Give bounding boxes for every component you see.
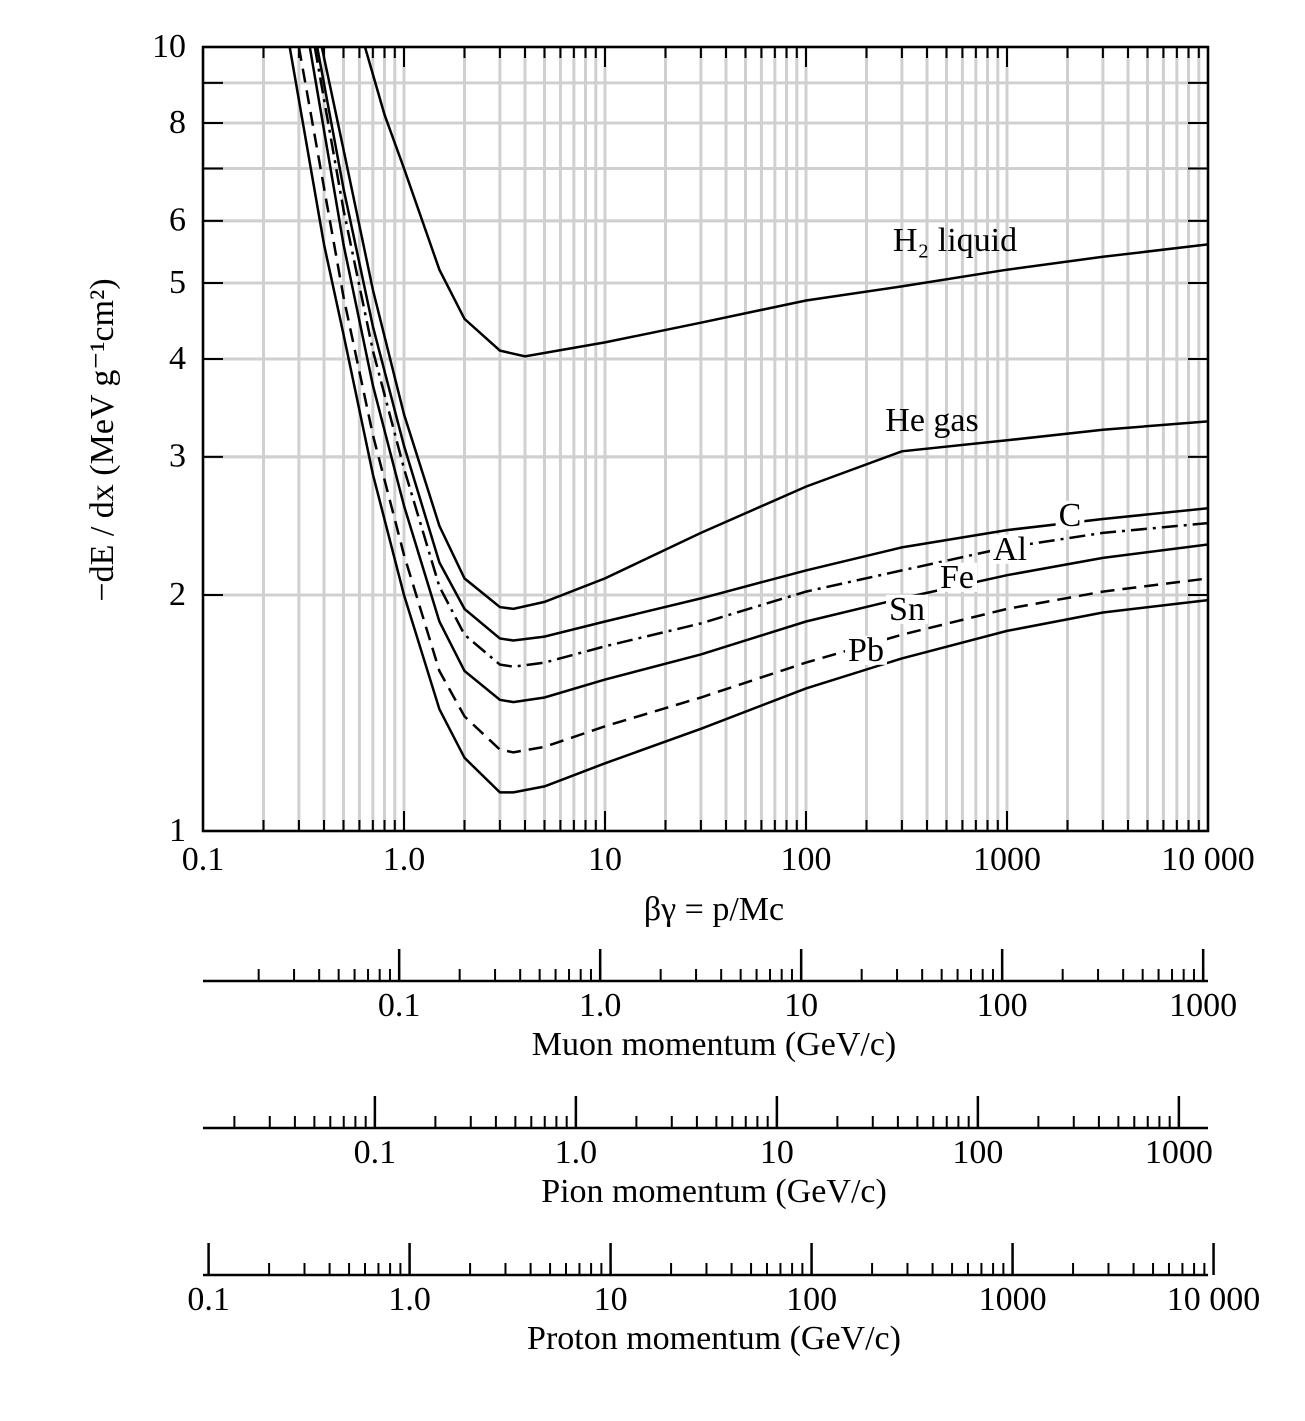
label-bg: [845, 635, 887, 665]
x-tick-label: 1000: [973, 841, 1041, 878]
label-bg: [886, 594, 928, 624]
plot-frame: [201, 45, 1210, 833]
x-tick-label: 1.0: [555, 1134, 598, 1171]
axis-title: Pion momentum (GeV/c): [541, 1173, 887, 1210]
x-tick-label: 1000: [1145, 1134, 1213, 1171]
x-tick-label: 0.1: [378, 987, 421, 1024]
curve: [315, 47, 1208, 642]
curve: [363, 47, 1208, 358]
y-tick-label: 5: [169, 264, 186, 301]
x-tick-label: 0.1: [182, 841, 225, 878]
series-label: Pb: [848, 632, 884, 669]
x-tick-label: 1000: [1169, 987, 1237, 1024]
axis-title: Proton momentum (GeV/c): [527, 1320, 901, 1357]
y-tick-label: 10: [152, 28, 186, 65]
x-tick-label: 10: [760, 1134, 794, 1171]
x-tick-label: 10: [588, 841, 622, 878]
label-bg: [990, 534, 1030, 564]
curve: [288, 47, 1208, 794]
x-tick-label: 1.0: [383, 841, 426, 878]
label-bg: [1055, 500, 1085, 530]
y-tick-label: 1: [169, 812, 186, 849]
curves: [288, 47, 1208, 794]
series-label: Sn: [889, 591, 925, 628]
x-tick-label: 1.0: [579, 987, 622, 1024]
x-tick-label: 10: [784, 987, 818, 1024]
y-tick-label: 2: [169, 576, 186, 613]
x-tick-label: 10 000: [1161, 841, 1255, 878]
curve: [320, 47, 1208, 611]
y-axis-label: −dE / dx (MeV g⁻¹cm²): [84, 278, 121, 601]
series-label: C: [1059, 497, 1082, 534]
x-tick-label: 1000: [979, 1281, 1047, 1318]
x-tick-label: 100: [977, 987, 1028, 1024]
y-tick-label: 4: [169, 340, 186, 377]
curve: [308, 47, 1208, 704]
y-tick-label: 6: [169, 202, 186, 239]
y-tick-label: 8: [169, 104, 186, 141]
x-tick-label: 1.0: [388, 1281, 431, 1318]
series-label: Fe: [940, 559, 974, 596]
x-tick-label: 0.1: [354, 1134, 397, 1171]
x-tick-label: 100: [786, 1281, 837, 1318]
curve: [313, 47, 1208, 668]
axis-title: Muon momentum (GeV/c): [532, 1026, 897, 1063]
x-tick-label: 0.1: [187, 1281, 230, 1318]
y-tick-label: 3: [169, 438, 186, 475]
label-bg: [937, 562, 977, 592]
series-label: He gas: [885, 402, 978, 439]
x-axis-label: βγ = p/Mc: [644, 891, 784, 928]
x-tick-label: 10 000: [1167, 1281, 1261, 1318]
x-tick-label: 100: [952, 1134, 1003, 1171]
x-tick-label: 100: [781, 841, 832, 878]
series-label: Al: [993, 531, 1027, 568]
x-tick-label: 10: [594, 1281, 628, 1318]
curve: [297, 47, 1208, 754]
series-label: H₂ liquid: [893, 222, 1017, 259]
